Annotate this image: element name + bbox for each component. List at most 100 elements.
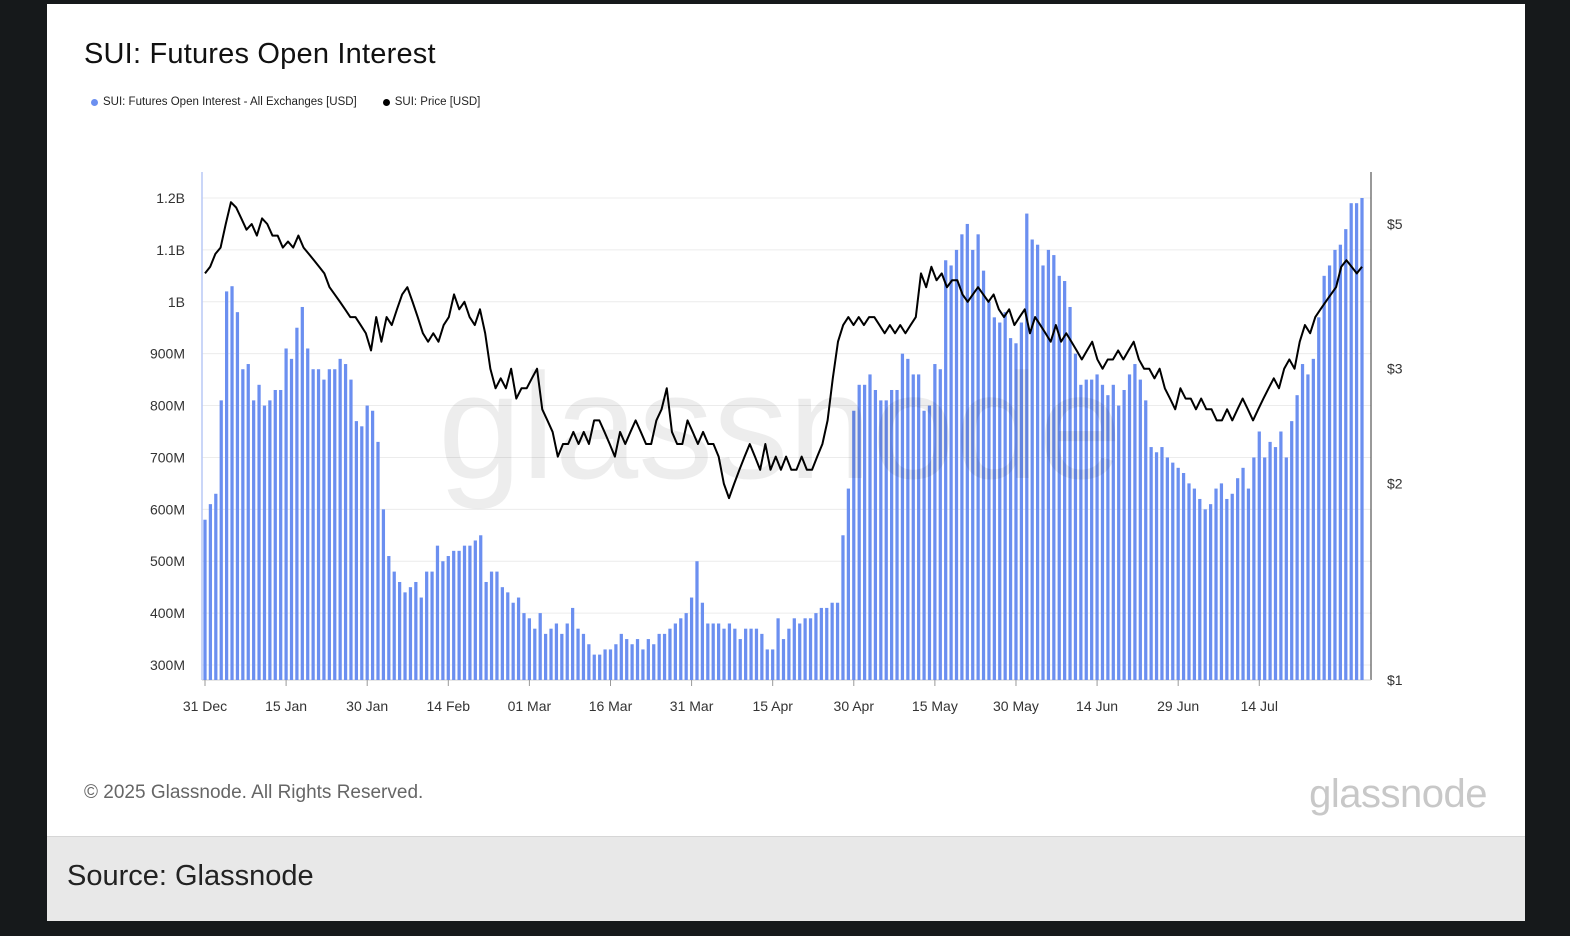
oi-bar (1187, 483, 1191, 680)
oi-bar (765, 649, 769, 680)
oi-bar (419, 597, 423, 680)
oi-bar (1095, 374, 1099, 680)
glassnode-logo: glassnode (1309, 772, 1487, 816)
oi-bar (744, 628, 748, 680)
oi-bar (830, 602, 834, 680)
oi-bar (252, 400, 256, 680)
oi-bar (971, 249, 975, 680)
chart-title: SUI: Futures Open Interest (84, 38, 436, 70)
oi-bar (835, 602, 840, 680)
oi-bar (484, 581, 488, 680)
oi-bar (208, 504, 213, 680)
oi-bar (1003, 312, 1007, 680)
oi-bar (662, 633, 667, 680)
oi-bar (944, 260, 948, 680)
oi-bar (1117, 405, 1121, 680)
oi-bar (408, 587, 413, 680)
oi-bar (890, 389, 894, 680)
oi-bar (289, 358, 294, 680)
oi-bar (581, 633, 586, 680)
x-tick-label: 15 May (912, 698, 958, 714)
oi-bar (603, 649, 607, 680)
oi-bar (717, 623, 721, 680)
oi-bar (500, 587, 504, 680)
oi-bar (343, 364, 348, 680)
oi-bar (1068, 306, 1072, 680)
y-left-tick-label: 800M (150, 398, 185, 414)
oi-bar (462, 545, 467, 680)
oi-bar (933, 364, 937, 680)
legend-item-open-interest[interactable]: SUI: Futures Open Interest - All Exchang… (91, 96, 357, 108)
oi-bar (1252, 457, 1256, 680)
oi-bar (787, 628, 791, 680)
oi-bar (327, 369, 331, 680)
oi-bar (565, 623, 569, 680)
oi-bar (1127, 374, 1132, 680)
oi-bar (279, 389, 283, 680)
oi-bar (862, 384, 867, 680)
oi-bar (1138, 379, 1142, 680)
oi-bar (322, 379, 326, 680)
oi-bar (479, 535, 483, 680)
oi-bar (365, 405, 369, 680)
oi-bar (392, 571, 396, 680)
oi-bar (414, 581, 418, 680)
oi-bar (922, 410, 926, 680)
oi-bar (295, 327, 299, 680)
oi-bar (235, 312, 240, 680)
oi-bar (911, 374, 915, 680)
oi-bar (949, 265, 953, 680)
copyright-text: © 2025 Glassnode. All Rights Reserved. (84, 782, 424, 803)
oi-bar (992, 317, 996, 680)
oi-bar (625, 639, 629, 680)
oi-bar (1100, 384, 1105, 680)
oi-bar (1290, 421, 1294, 680)
oi-bar (576, 628, 580, 680)
oi-bar (749, 628, 753, 680)
oi-bar (1241, 467, 1245, 680)
y-left-tick-label: 500M (150, 553, 185, 569)
oi-bar (1063, 281, 1067, 680)
oi-bar (446, 556, 450, 680)
oi-bar (403, 592, 407, 680)
oi-bar (457, 550, 461, 680)
oi-bar (657, 633, 661, 680)
oi-bar (425, 571, 429, 680)
open-interest-chart: 300M 400M 500M 600M 700M 800M 900M 1B 1.1B 1.2B $1… (150, 172, 1403, 714)
x-tick-label: 14 Jul (1241, 698, 1278, 714)
oi-bar (727, 623, 732, 680)
oi-bar (1273, 447, 1278, 680)
y-left-tick-label: 1B (168, 294, 185, 310)
oi-bar (1192, 488, 1197, 680)
oi-bar (219, 400, 223, 680)
y-right-tick-label: $5 (1387, 216, 1403, 232)
oi-bar (1295, 395, 1299, 680)
oi-bar (300, 306, 304, 680)
chart-card: SUI: Futures Open Interest SUI: Futures … (47, 4, 1525, 836)
oi-bar (1360, 198, 1364, 680)
oi-bar (684, 613, 688, 680)
oi-bar (1279, 431, 1283, 680)
oi-bar (689, 597, 694, 680)
oi-bar (938, 369, 942, 680)
oi-bar (1165, 457, 1169, 680)
oi-bar (679, 618, 683, 680)
oi-bar (1149, 447, 1153, 680)
oi-bar (587, 644, 591, 680)
oi-bar (370, 410, 375, 680)
oi-bar (619, 633, 623, 680)
oi-bar (635, 639, 640, 680)
oi-bar (225, 291, 229, 680)
oi-bar (262, 405, 267, 680)
oi-bar (711, 623, 715, 680)
oi-bar (1338, 244, 1342, 680)
oi-bar (306, 348, 310, 680)
oi-bar (1246, 488, 1251, 680)
legend-dot-black-icon (382, 98, 390, 106)
oi-bar (954, 249, 959, 680)
y-right-tick-label: $2 (1387, 476, 1403, 492)
oi-bar (1306, 374, 1310, 680)
oi-bar (387, 556, 391, 680)
legend-item-price[interactable]: SUI: Price [USD] (382, 96, 480, 108)
oi-bar (1198, 498, 1202, 680)
